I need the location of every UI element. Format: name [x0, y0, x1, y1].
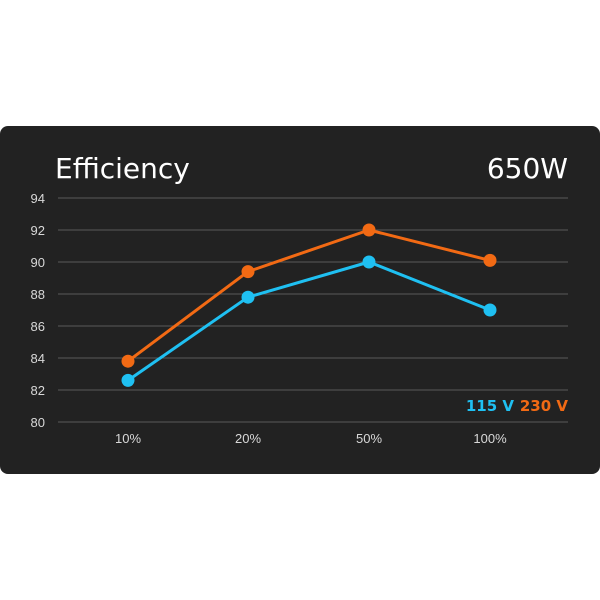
legend-entry: 230 V	[520, 397, 569, 415]
data-point	[483, 253, 497, 267]
y-tick-label: 86	[31, 319, 45, 334]
y-tick-label: 94	[31, 191, 45, 206]
legend: 115 V 230 V	[466, 397, 569, 415]
data-point	[241, 290, 255, 304]
x-axis-ticks: 10% 20% 50% 100%	[115, 431, 507, 446]
x-tick-label: 50%	[356, 431, 382, 446]
x-tick-label: 20%	[235, 431, 261, 446]
y-tick-label: 82	[31, 383, 45, 398]
series-layer	[121, 223, 497, 387]
efficiency-chart: Efficiency 650W 80 82 84 86 88 90 92 94 10% 20% 5…	[31, 152, 569, 446]
x-tick-label: 10%	[115, 431, 141, 446]
chart-card: Efficiency 650W 80 82 84 86 88 90 92 94 10% 20% 5…	[0, 126, 600, 474]
data-point	[362, 223, 376, 237]
y-tick-label: 92	[31, 223, 45, 238]
series-line	[127, 260, 491, 382]
data-point	[241, 265, 255, 279]
y-axis-ticks: 80 82 84 86 88 90 92 94	[31, 191, 45, 430]
y-tick-label: 88	[31, 287, 45, 302]
data-point	[483, 303, 497, 317]
data-point	[362, 255, 376, 269]
legend-entry: 115 V	[466, 397, 515, 415]
data-point	[121, 373, 135, 387]
y-tick-label: 90	[31, 255, 45, 270]
series-line	[127, 228, 491, 363]
x-tick-label: 100%	[473, 431, 507, 446]
chart-title: Efficiency	[55, 152, 190, 185]
data-point	[121, 354, 135, 368]
chart-subtitle: 650W	[487, 152, 568, 185]
grid-layer	[58, 197, 568, 423]
y-tick-label: 84	[31, 351, 45, 366]
y-tick-label: 80	[31, 415, 45, 430]
